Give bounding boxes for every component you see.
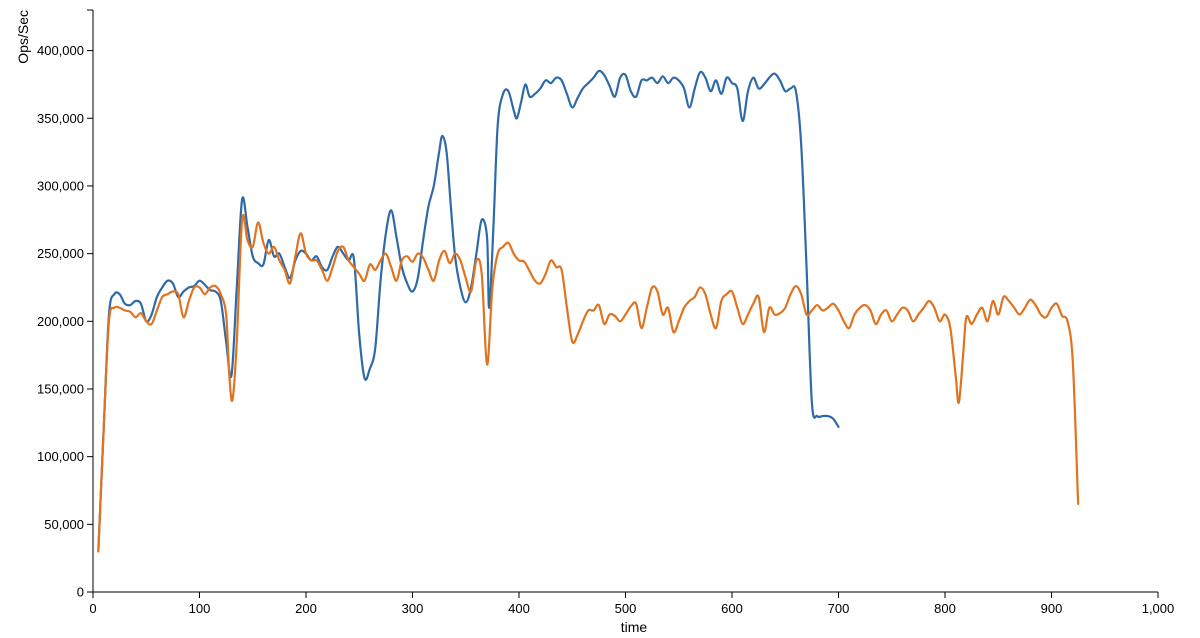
x-tick-label: 900 bbox=[1041, 601, 1063, 616]
y-tick-label: 400,000 bbox=[37, 43, 84, 58]
x-axis-ticks: 0 100 200 300 400 500 600 700 800 900 1,000 bbox=[89, 592, 1174, 616]
y-axis-ticks: 0 50,000 100,000 150,000 200,000 250,000 300,0… bbox=[37, 43, 93, 600]
x-tick-label: 200 bbox=[295, 601, 317, 616]
y-tick-label: 250,000 bbox=[37, 246, 84, 261]
x-tick-label: 600 bbox=[721, 601, 743, 616]
x-tick-label: 1,000 bbox=[1142, 601, 1175, 616]
x-tick-label: 300 bbox=[402, 601, 424, 616]
x-tick-label: 400 bbox=[508, 601, 530, 616]
y-tick-label: 0 bbox=[77, 585, 84, 600]
y-tick-label: 300,000 bbox=[37, 178, 84, 193]
x-tick-label: 0 bbox=[89, 601, 96, 616]
x-tick-label: 700 bbox=[828, 601, 850, 616]
x-axis-title: time bbox=[621, 619, 648, 635]
y-tick-label: 150,000 bbox=[37, 381, 84, 396]
x-tick-label: 500 bbox=[615, 601, 637, 616]
y-tick-label: 100,000 bbox=[37, 449, 84, 464]
y-tick-label: 350,000 bbox=[37, 111, 84, 126]
series-line-2 bbox=[97, 214, 1080, 553]
axes: 0 50,000 100,000 150,000 200,000 250,000 300,0… bbox=[15, 9, 1174, 635]
y-tick-label: 50,000 bbox=[44, 517, 84, 532]
series-lines bbox=[97, 69, 1080, 553]
x-tick-label: 100 bbox=[189, 601, 211, 616]
series-line-1 bbox=[97, 69, 840, 553]
x-tick-label: 800 bbox=[934, 601, 956, 616]
y-axis-title: Ops/Sec bbox=[15, 10, 31, 64]
y-tick-label: 200,000 bbox=[37, 314, 84, 329]
